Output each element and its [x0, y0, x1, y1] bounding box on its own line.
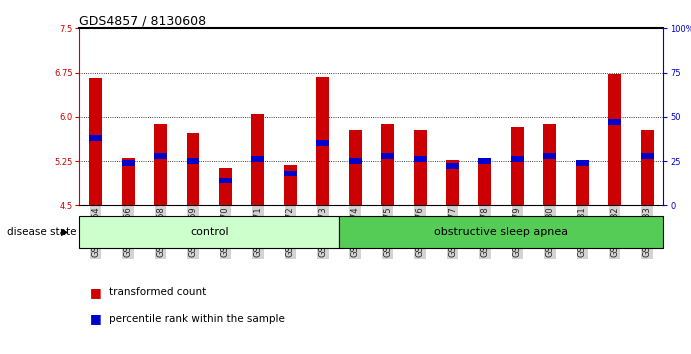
Bar — [576, 162, 589, 205]
Bar — [219, 168, 232, 205]
Bar — [284, 165, 297, 205]
Bar — [79, 216, 339, 248]
Bar — [381, 124, 394, 205]
Bar — [446, 164, 459, 169]
Bar — [154, 153, 167, 159]
Bar — [608, 119, 621, 125]
Bar — [543, 153, 556, 159]
Bar — [122, 160, 135, 166]
Bar — [252, 114, 265, 205]
Bar — [316, 141, 329, 146]
Bar — [543, 124, 556, 205]
Bar — [641, 153, 654, 159]
Bar — [154, 124, 167, 205]
Bar — [219, 178, 232, 183]
Bar — [511, 127, 524, 205]
Bar — [446, 160, 459, 205]
Bar — [576, 160, 589, 166]
Bar — [641, 130, 654, 205]
Text: ■: ■ — [90, 312, 102, 325]
Bar — [511, 156, 524, 162]
Bar — [349, 158, 361, 164]
Bar — [316, 77, 329, 205]
Text: transformed count: transformed count — [109, 287, 207, 297]
Bar — [349, 130, 361, 205]
Text: ■: ■ — [90, 286, 102, 298]
Bar — [608, 74, 621, 205]
Text: disease state: disease state — [7, 227, 77, 237]
Text: obstructive sleep apnea: obstructive sleep apnea — [434, 227, 568, 237]
Bar — [381, 153, 394, 159]
Bar — [89, 135, 102, 141]
Text: GDS4857 / 8130608: GDS4857 / 8130608 — [79, 14, 207, 27]
Bar — [478, 158, 491, 205]
Bar — [284, 171, 297, 176]
Bar — [414, 130, 426, 205]
Bar — [187, 133, 200, 205]
Bar — [478, 158, 491, 164]
Text: control: control — [190, 227, 229, 237]
Bar — [339, 216, 663, 248]
Bar — [187, 158, 200, 164]
Bar — [252, 156, 265, 162]
Text: percentile rank within the sample: percentile rank within the sample — [109, 314, 285, 324]
Bar — [414, 156, 426, 162]
Bar — [89, 79, 102, 205]
Text: ▶: ▶ — [61, 227, 68, 237]
Bar — [122, 158, 135, 205]
